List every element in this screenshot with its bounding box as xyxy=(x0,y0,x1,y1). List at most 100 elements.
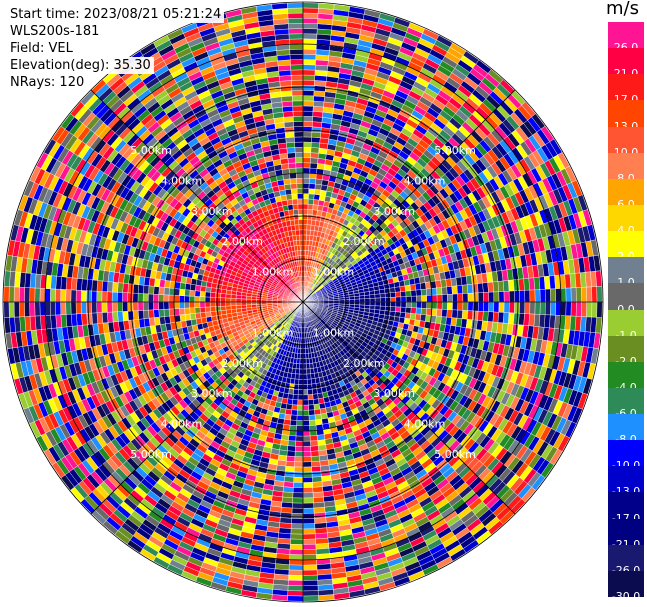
velocity-gate xyxy=(293,471,304,478)
velocity-gate xyxy=(426,295,433,303)
velocity-gate xyxy=(302,528,316,535)
velocity-gate xyxy=(534,301,541,315)
velocity-gate xyxy=(302,518,315,525)
velocity-gate xyxy=(302,533,316,540)
velocity-gate xyxy=(309,162,318,169)
velocity-gate xyxy=(294,378,300,385)
velocity-gate xyxy=(302,363,307,370)
velocity-gate xyxy=(310,378,317,385)
velocity-gate xyxy=(311,460,321,468)
velocity-gate xyxy=(359,298,366,303)
velocity-gate xyxy=(311,136,321,144)
velocity-gate xyxy=(295,440,304,447)
velocity-gate xyxy=(488,291,495,303)
velocity-gate xyxy=(426,308,432,316)
velocity-gate xyxy=(289,544,304,550)
velocity-gate xyxy=(374,289,381,295)
velocity-gate xyxy=(461,284,469,294)
velocity-gate xyxy=(446,309,453,318)
velocity-gate xyxy=(309,419,317,426)
velocity-gate xyxy=(302,425,310,432)
velocity-gate xyxy=(310,445,319,452)
velocity-gate xyxy=(529,301,536,315)
velocity-gate xyxy=(302,162,311,169)
velocity-gate xyxy=(292,492,304,499)
velocity-gate xyxy=(349,296,355,300)
velocity-gate xyxy=(306,368,311,375)
velocity-gate xyxy=(400,296,407,303)
velocity-gate xyxy=(302,585,319,592)
velocity-gate xyxy=(313,501,325,509)
velocity-gate xyxy=(384,292,391,298)
velocity-gate xyxy=(314,188,322,196)
velocity-gate xyxy=(483,292,489,303)
velocity-gate xyxy=(380,297,386,303)
velocity-gate xyxy=(302,482,313,488)
velocity-gate xyxy=(296,420,304,426)
velocity-gate xyxy=(310,373,316,380)
velocity-gate xyxy=(302,466,313,473)
velocity-gate xyxy=(565,301,572,317)
velocity-gate xyxy=(415,307,422,315)
velocity-gate xyxy=(472,301,479,312)
velocity-gate xyxy=(461,310,469,320)
velocity-gate xyxy=(388,282,395,289)
velocity-gate xyxy=(421,301,427,309)
velocity-gate xyxy=(311,131,321,138)
velocity-gate xyxy=(457,293,464,303)
velocity-gate xyxy=(311,126,322,133)
velocity-gate xyxy=(306,224,312,231)
velocity-gate xyxy=(305,342,309,349)
velocity-gate xyxy=(284,413,292,421)
velocity-gate xyxy=(302,178,310,184)
velocity-gate xyxy=(441,286,448,295)
velocity-gate xyxy=(288,574,304,581)
velocity-gate xyxy=(534,289,541,303)
velocity-gate xyxy=(288,564,304,571)
velocity-gate xyxy=(359,301,366,306)
velocity-gate xyxy=(302,214,308,220)
velocity-gate xyxy=(305,353,310,359)
velocity-gate xyxy=(298,373,304,380)
velocity-gate xyxy=(284,408,292,416)
velocity-gate xyxy=(302,554,317,561)
velocity-gate xyxy=(307,198,314,205)
velocity-gate xyxy=(302,399,309,406)
velocity-gate xyxy=(302,167,311,174)
velocity-gate xyxy=(302,23,318,30)
velocity-gate xyxy=(354,301,360,306)
velocity-gate xyxy=(297,404,304,411)
velocity-gate xyxy=(290,538,304,545)
velocity-gate xyxy=(374,301,381,307)
velocity-rays xyxy=(3,2,603,602)
velocity-gate xyxy=(312,393,319,400)
velocity-gate xyxy=(297,389,304,396)
velocity-gate xyxy=(302,435,311,442)
velocity-gate xyxy=(519,290,526,303)
velocity-gate xyxy=(390,301,397,308)
velocity-gate xyxy=(478,301,484,312)
velocity-gate xyxy=(302,590,319,597)
velocity-gate xyxy=(308,193,315,200)
velocity-gate xyxy=(380,301,386,307)
velocity-gate xyxy=(283,476,294,483)
velocity-gate xyxy=(426,301,433,309)
velocity-gate xyxy=(302,198,309,205)
velocity-gate xyxy=(302,574,318,581)
velocity-gate xyxy=(291,513,304,519)
velocity-gate xyxy=(302,559,317,566)
velocity-gate xyxy=(591,301,598,318)
velocity-gate xyxy=(287,590,304,597)
velocity-gate xyxy=(302,471,313,478)
velocity-gate xyxy=(302,229,307,236)
velocity-gate xyxy=(309,435,318,442)
velocity-gate xyxy=(299,358,304,365)
velocity-gate xyxy=(292,497,304,504)
velocity-gate xyxy=(308,183,316,190)
velocity-gate xyxy=(282,491,294,498)
velocity-gate xyxy=(539,289,546,303)
velocity-gate xyxy=(431,294,438,303)
velocity-gate xyxy=(302,121,313,127)
velocity-gate xyxy=(313,194,321,201)
